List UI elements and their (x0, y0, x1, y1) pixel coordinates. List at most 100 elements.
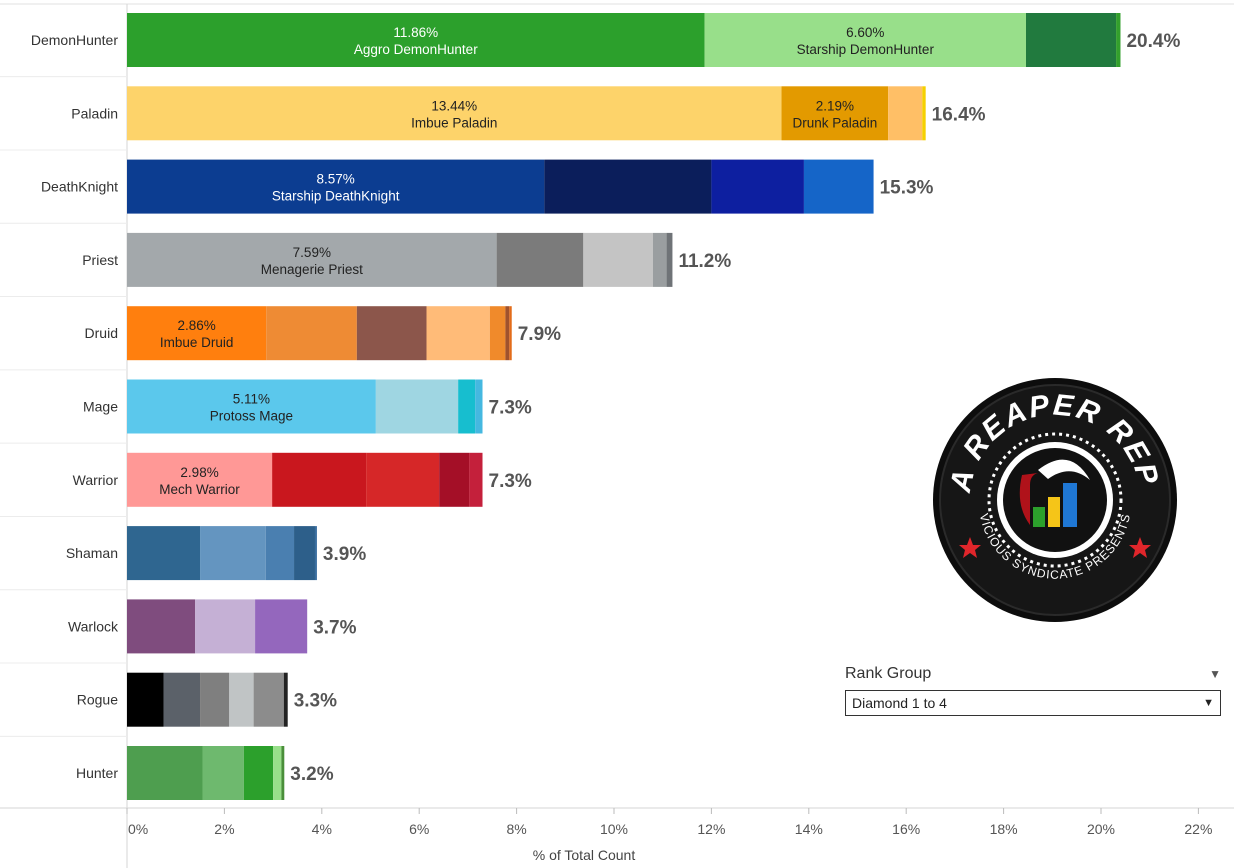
segment-name-label: Starship DeathKnight (272, 189, 400, 204)
class-label-warrior: Warrior (73, 472, 119, 488)
bar-segment-druid (509, 306, 512, 361)
rank-group-header: Rank Group ▼ (845, 662, 1221, 686)
bar-segment-demonhunter (704, 13, 1027, 67)
bar-segment-priest (583, 232, 653, 287)
hood-icon (1019, 473, 1038, 525)
total-label-paladin: 16.4% (932, 104, 986, 125)
bar-segment-hunter (127, 746, 203, 800)
class-label-warlock: Warlock (68, 618, 119, 634)
x-tick-label: 8% (506, 821, 526, 837)
scythe-icon (1038, 459, 1090, 480)
bar-segment-rogue (253, 672, 284, 727)
segment-name-label: Drunk Paladin (792, 115, 877, 130)
x-tick-label: 0% (128, 821, 148, 837)
bar-segment-druid (489, 306, 506, 361)
bar-segment-demonhunter (127, 13, 705, 67)
bar-segment-demonhunter (1116, 13, 1121, 67)
class-label-demonhunter: DemonHunter (31, 32, 118, 48)
total-label-mage: 7.3% (489, 398, 532, 419)
x-axis-title: % of Total Count (533, 847, 636, 863)
bar-segment-paladin (888, 86, 923, 141)
bar-segment-rogue (283, 672, 288, 727)
segment-name-label: Mech Warrior (159, 482, 240, 497)
bar-icon-green (1033, 507, 1045, 527)
bar-segment-demonhunter (1026, 13, 1117, 67)
bar-segment-deathknight (711, 159, 804, 214)
bar-segment-priest (652, 232, 667, 287)
segment-pct-label: 2.19% (816, 98, 854, 113)
x-tick-label: 16% (892, 821, 920, 837)
bar-segment-druid (426, 306, 490, 361)
chevron-down-icon[interactable]: ▼ (1203, 697, 1214, 709)
rank-group-filter: Rank Group ▼ Diamond 1 to 4 ▼ (845, 662, 1221, 716)
segment-name-label: Imbue Paladin (411, 115, 497, 130)
total-label-priest: 11.2% (678, 251, 731, 272)
bar-segment-hunter (202, 746, 244, 800)
bar-segment-mage (127, 379, 376, 434)
x-tick-label: 18% (990, 821, 1018, 837)
bar-segment-warlock (255, 599, 308, 654)
total-label-demonhunter: 20.4% (1126, 31, 1180, 52)
bar-segment-deathknight (544, 159, 712, 214)
rank-group-title: Rank Group (845, 665, 932, 682)
bar-segment-paladin (922, 86, 926, 141)
bar-segment-priest (666, 232, 673, 287)
total-label-warrior: 7.3% (489, 471, 532, 492)
bar-segment-hunter (273, 746, 282, 800)
bar-segment-paladin (781, 86, 889, 141)
bar-segment-warrior (439, 452, 470, 507)
bar-segment-hunter (243, 746, 274, 800)
total-label-warlock: 3.7% (313, 617, 356, 638)
bar-segment-rogue (127, 672, 164, 727)
bar-segment-rogue (200, 672, 230, 727)
x-tick-label: 2% (214, 821, 234, 837)
x-tick-label: 14% (795, 821, 823, 837)
segment-pct-label: 8.57% (317, 172, 355, 187)
bar-segment-warrior (469, 452, 483, 507)
bar-segment-warrior (272, 452, 367, 507)
bar-segment-mage (475, 379, 483, 434)
bar-segment-shaman (265, 526, 295, 581)
class-label-druid: Druid (85, 325, 118, 341)
bar-segment-mage (375, 379, 459, 434)
segment-name-label: Imbue Druid (160, 335, 234, 350)
bar-segment-warlock (195, 599, 256, 654)
x-axis: 0% 2% 4% 6% 8% 10% 12% 14% 16% 18% 20% 22% (0, 807, 1234, 837)
segment-name-label: Starship DemonHunter (797, 42, 935, 57)
class-label-shaman: Shaman (66, 545, 118, 561)
total-label-deathknight: 15.3% (880, 178, 934, 199)
bar-segment-mage (458, 379, 476, 434)
total-label-druid: 7.9% (518, 324, 561, 345)
star-icon (1129, 537, 1151, 558)
bar-segment-shaman (314, 526, 317, 581)
total-label-shaman: 3.9% (323, 544, 366, 565)
bar-segment-warrior (127, 452, 273, 507)
total-label-rogue: 3.3% (294, 691, 337, 712)
bar-icon-blue (1063, 483, 1077, 527)
rank-group-select[interactable]: Diamond 1 to 4 ▼ (845, 690, 1221, 716)
bar-segment-shaman (200, 526, 266, 581)
class-label-rogue: Rogue (77, 692, 118, 708)
x-tick-label: 12% (697, 821, 725, 837)
bar-segment-druid (505, 306, 510, 361)
filter-menu-icon[interactable]: ▼ (1209, 667, 1221, 681)
star-icon (959, 537, 981, 558)
segment-pct-label: 13.44% (431, 98, 477, 113)
segment-name-label: Protoss Mage (210, 409, 293, 424)
class-label-priest: Priest (82, 252, 118, 268)
x-tick-label: 4% (312, 821, 332, 837)
segment-pct-label: 5.11% (233, 392, 270, 407)
bar-segment-paladin (127, 86, 782, 141)
bar-segment-shaman (294, 526, 315, 581)
segment-pct-label: 7.59% (293, 245, 331, 260)
class-label-paladin: Paladin (71, 105, 118, 121)
bar-segment-druid (127, 306, 267, 361)
bar-segment-rogue (163, 672, 201, 727)
bar-segment-druid (266, 306, 357, 361)
x-tick-label: 22% (1184, 821, 1212, 837)
bars (127, 13, 1121, 800)
bar-segment-hunter (281, 746, 285, 800)
x-tick-label: 6% (409, 821, 429, 837)
bar-segment-deathknight (127, 159, 545, 214)
